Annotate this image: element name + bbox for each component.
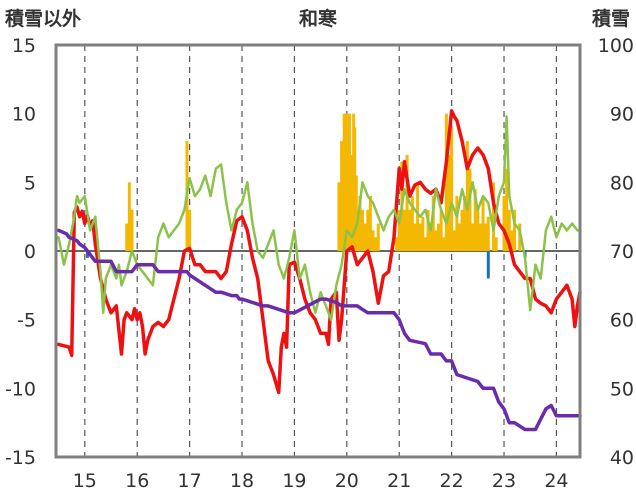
orange-bar [363, 223, 367, 251]
orange-bar [350, 154, 354, 251]
orange-bar [361, 209, 365, 251]
y-left-tick-label: 10 [12, 104, 36, 126]
x-tick-label: 21 [387, 470, 411, 492]
grid-lines [56, 45, 580, 457]
series-line-2 [56, 228, 582, 432]
blue-bar [486, 251, 490, 279]
orange-bar [343, 127, 347, 251]
orange-bar [368, 196, 372, 251]
orange-bar [510, 230, 514, 251]
orange-bar [505, 168, 509, 251]
orange-bar [463, 196, 467, 251]
y-left-tick-label: -15 [5, 447, 36, 469]
orange-bar [457, 223, 461, 251]
orange-bar [481, 196, 485, 251]
y-left-tick-label: 15 [12, 35, 36, 57]
orange-bar [127, 182, 131, 251]
y-left-tick-label: -10 [5, 378, 36, 400]
orange-bar [358, 196, 362, 251]
orange-bar [507, 209, 511, 251]
orange-bar [397, 209, 401, 251]
orange-bar [426, 209, 430, 251]
chart-title: 和寒 [299, 7, 337, 30]
orange-bar [376, 223, 380, 251]
orange-bar [465, 141, 469, 251]
orange-bar [125, 223, 129, 251]
x-tick-label: 24 [544, 470, 568, 492]
plot-frame [54, 43, 582, 459]
orange-bar [337, 182, 341, 251]
orange-bar [341, 175, 345, 251]
orange-bar [484, 223, 488, 251]
series-line-1 [57, 115, 582, 321]
orange-bar [513, 209, 516, 251]
orange-bar [478, 223, 482, 251]
orange-bar [431, 196, 435, 251]
y-right-tick-label: 80 [610, 172, 634, 194]
orange-bar [408, 209, 412, 251]
y-right-tick-label: 40 [610, 447, 634, 469]
orange-bar [492, 182, 496, 251]
x-tick-label: 18 [230, 470, 254, 492]
line-series [56, 109, 582, 432]
orange-bar [410, 196, 414, 251]
orange-bar [353, 127, 357, 251]
orange-bar [450, 127, 454, 251]
x-tick-label: 17 [178, 470, 202, 492]
y-right-tick-label: 100 [598, 35, 634, 57]
left-axis-title: 積雪以外 [5, 7, 81, 30]
orange-bar [188, 209, 192, 251]
orange-bar [355, 209, 359, 251]
orange-bar [476, 209, 480, 251]
orange-bar [366, 209, 370, 251]
y-left-tick-label: -5 [17, 310, 36, 332]
orange-bar [371, 230, 375, 251]
orange-bar [346, 168, 350, 251]
y-right-tick-label: 90 [610, 104, 634, 126]
orange-bar [347, 113, 351, 252]
orange-bar [494, 237, 498, 251]
orange-bar [437, 223, 441, 251]
right-axis-title: 積雪 [592, 7, 630, 30]
orange-bar [130, 209, 134, 251]
x-tick-label: 16 [125, 470, 149, 492]
orange-bar [423, 237, 427, 251]
x-tick-label: 20 [335, 470, 359, 492]
orange-bar [502, 196, 506, 251]
orange-bar [421, 216, 425, 251]
x-tick-label: 15 [73, 470, 97, 492]
orange-bar [455, 196, 459, 251]
orange-bar [444, 113, 448, 252]
orange-bar [471, 223, 475, 251]
orange-bar [418, 223, 422, 251]
orange-bar [439, 209, 443, 251]
orange-bar [429, 223, 433, 251]
x-tick-label: 22 [440, 470, 464, 492]
orange-bar [395, 237, 399, 251]
orange-bar [468, 168, 472, 251]
orange-bar [413, 223, 417, 251]
y-right-tick-label: 70 [610, 241, 634, 263]
y-left-tick-label: 0 [24, 241, 36, 263]
x-tick-label: 23 [492, 470, 516, 492]
orange-bar [405, 154, 409, 251]
orange-bar [473, 189, 477, 251]
x-tick-label: 19 [282, 470, 306, 492]
orange-bar [486, 216, 490, 251]
y-right-tick-label: 50 [610, 378, 634, 400]
orange-bar [434, 230, 438, 251]
orange-bar [452, 230, 456, 251]
y-right-tick-label: 60 [610, 310, 634, 332]
orange-bar [518, 223, 522, 251]
orange-bar [442, 237, 446, 251]
orange-bar [447, 154, 451, 251]
y-left-tick-label: 5 [24, 172, 36, 194]
blue-bar [85, 251, 89, 258]
orange-bar [374, 237, 378, 251]
orange-bar [416, 182, 420, 251]
orange-bar [402, 209, 406, 251]
orange-bar [460, 209, 464, 251]
